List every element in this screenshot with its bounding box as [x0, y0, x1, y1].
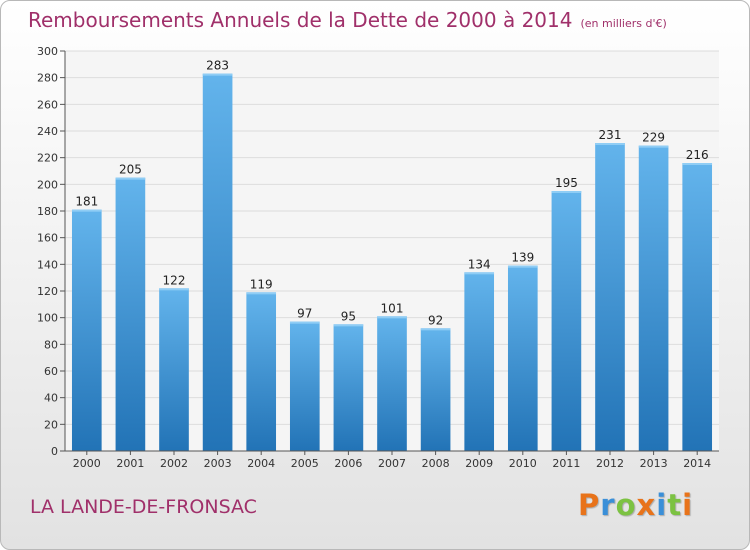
x-tick-label: 2000 — [73, 457, 101, 470]
data-label: 229 — [642, 131, 665, 145]
data-label: 134 — [468, 257, 491, 271]
y-tick-label: 220 — [37, 152, 58, 165]
bar-highlight — [289, 321, 320, 324]
x-tick-label: 2004 — [247, 457, 275, 470]
data-label: 92 — [428, 313, 443, 327]
bar-highlight — [377, 316, 407, 319]
x-tick-label: 2013 — [640, 457, 668, 470]
chart-title: Remboursements Annuels de la Dette de 20… — [28, 8, 667, 32]
y-tick-label: 40 — [44, 392, 58, 405]
bar-2014 — [682, 163, 713, 451]
x-tick-label: 2006 — [334, 457, 362, 470]
chart-unit: (en milliers d'€) — [580, 17, 667, 30]
bar-highlight — [246, 292, 277, 295]
y-tick-label: 300 — [37, 45, 58, 58]
bar-2006 — [333, 324, 364, 451]
y-tick-label: 200 — [37, 178, 58, 191]
bar-2003 — [202, 73, 233, 452]
bar-highlight — [595, 143, 625, 145]
data-label: 205 — [119, 163, 142, 177]
logo-letter: o — [615, 488, 637, 522]
data-label: 95 — [341, 309, 356, 323]
y-tick-label: 280 — [37, 72, 58, 85]
bar-highlight — [333, 324, 364, 327]
data-label: 97 — [297, 307, 312, 321]
data-label: 122 — [163, 273, 186, 287]
y-tick-label: 160 — [37, 232, 58, 245]
y-tick-label: 100 — [37, 312, 58, 325]
x-tick-label: 2005 — [291, 457, 319, 470]
y-tick-label: 180 — [37, 205, 58, 218]
bar-highlight — [551, 191, 582, 193]
bar-2010 — [507, 265, 538, 451]
y-tick-label: 240 — [37, 125, 58, 138]
proxiti-logo[interactable]: Proxiti — [578, 488, 693, 522]
logo-letter: x — [636, 488, 657, 522]
x-tick-label: 2014 — [683, 457, 711, 470]
commune-name: LA LANDE-DE-FRONSAC — [30, 496, 257, 518]
bar-highlight — [682, 163, 713, 165]
chart-title-text: Remboursements Annuels de la Dette de 20… — [28, 8, 573, 32]
x-tick-label: 2001 — [116, 457, 144, 470]
x-tick-label: 2002 — [160, 457, 188, 470]
x-tick-label: 2009 — [465, 457, 493, 470]
data-label: 119 — [250, 277, 273, 291]
logo-letter: i — [656, 488, 668, 522]
y-tick-label: 60 — [44, 365, 58, 378]
bar-2000 — [71, 209, 102, 451]
y-tick-label: 140 — [37, 258, 58, 271]
bar-2002 — [159, 288, 189, 451]
x-tick-label: 2012 — [596, 457, 624, 470]
bar-highlight — [420, 328, 451, 331]
y-tick-label: 20 — [44, 418, 58, 431]
bar-2009 — [464, 272, 495, 451]
bar-2007 — [377, 316, 407, 451]
y-tick-label: 80 — [44, 338, 58, 351]
x-tick-label: 2010 — [509, 457, 537, 470]
bar-highlight — [159, 288, 189, 291]
x-tick-label: 2003 — [204, 457, 232, 470]
bar-2004 — [246, 292, 277, 451]
bar-highlight — [464, 272, 495, 275]
bar-highlight — [115, 177, 146, 180]
bar-highlight — [507, 265, 538, 268]
logo-letter: t — [667, 488, 683, 522]
axis-layer: 0 20 40 60 80 100 120 140 160 180 200 220 240 260 280 3… — [37, 45, 719, 470]
x-tick-label: 2007 — [378, 457, 406, 470]
bar-2012 — [595, 143, 625, 451]
bar-2005 — [289, 321, 320, 451]
bar-layer: 181 205 122 283 119 97 95 101 92 134 139 195 231 229 2… — [71, 59, 713, 452]
bar-2008 — [420, 328, 451, 451]
data-label: 283 — [206, 59, 229, 73]
bar-highlight — [71, 209, 102, 212]
bar-highlight — [202, 73, 233, 76]
data-label: 101 — [381, 301, 404, 315]
logo-letter: P — [578, 488, 601, 522]
y-tick-label: 260 — [37, 98, 58, 111]
logo-letter: i — [682, 488, 694, 522]
data-label: 195 — [555, 176, 578, 190]
data-label: 181 — [75, 195, 98, 209]
x-tick-label: 2011 — [552, 457, 580, 470]
bar-2011 — [551, 191, 582, 451]
bar-2001 — [115, 177, 146, 451]
logo-letter: r — [600, 488, 616, 522]
x-tick-label: 2008 — [422, 457, 450, 470]
y-tick-label: 120 — [37, 285, 58, 298]
bar-2013 — [638, 145, 669, 451]
data-label: 139 — [511, 251, 534, 265]
data-label: 216 — [686, 148, 709, 162]
bar-highlight — [638, 145, 669, 148]
y-tick-label: 0 — [51, 445, 58, 458]
data-label: 231 — [599, 128, 622, 142]
